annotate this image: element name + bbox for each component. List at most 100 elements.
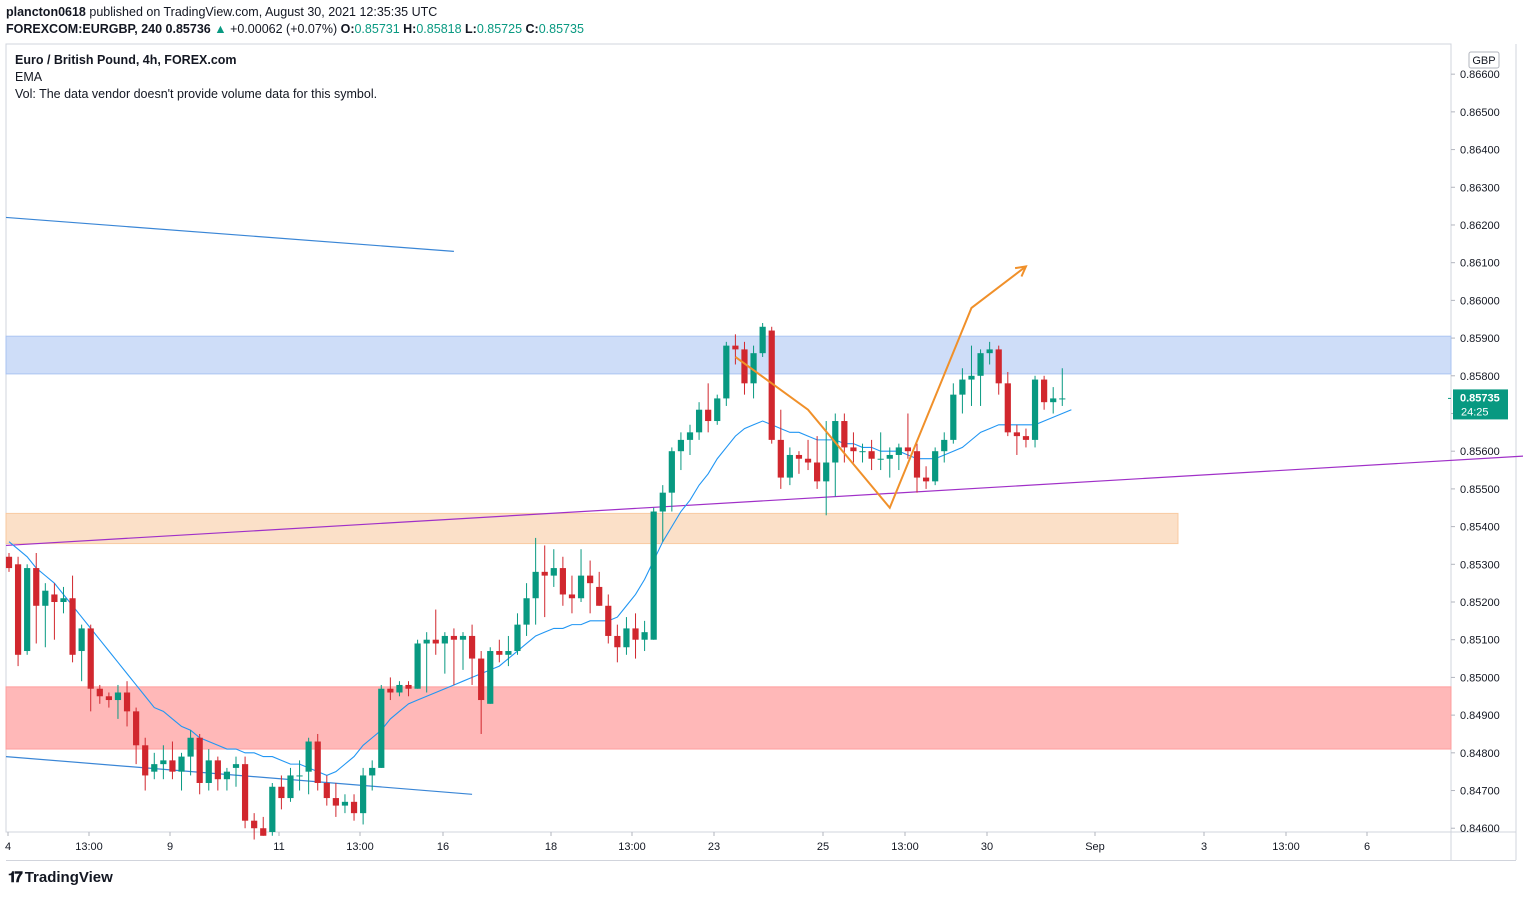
candle[interactable] — [804, 439, 812, 471]
candle[interactable] — [514, 613, 521, 655]
candle[interactable] — [96, 684, 103, 704]
candle[interactable] — [532, 537, 539, 625]
time-axis[interactable]: 4 13:00 9 11 13:00 16 18 13:00 23 25 13:00 30 Sep 3 13… — [5, 832, 1370, 853]
candle[interactable] — [160, 745, 167, 780]
tradingview-logo[interactable]: 𝟏𝟕 TradingView — [8, 869, 113, 886]
candle[interactable] — [296, 760, 303, 791]
legend-ema[interactable]: EMA — [15, 70, 43, 84]
candle[interactable] — [332, 782, 339, 817]
candle[interactable] — [1004, 372, 1011, 437]
candle[interactable] — [350, 794, 358, 821]
candle[interactable] — [695, 402, 703, 440]
candle[interactable] — [913, 443, 921, 493]
candle[interactable] — [478, 651, 485, 734]
zone-demand[interactable] — [5, 686, 1452, 750]
support-trend-line[interactable] — [5, 451, 1523, 547]
candle[interactable] — [750, 345, 757, 399]
candle[interactable] — [205, 749, 212, 791]
candle[interactable] — [904, 413, 912, 459]
candle[interactable] — [260, 816, 267, 836]
currency-badge[interactable] — [1468, 51, 1500, 69]
upper-trend-line[interactable] — [5, 216, 454, 252]
candle[interactable] — [977, 349, 984, 406]
candle[interactable] — [1031, 375, 1039, 448]
candle[interactable] — [441, 632, 448, 674]
candle[interactable] — [786, 447, 793, 486]
candle[interactable] — [541, 545, 548, 618]
candle[interactable] — [387, 677, 394, 701]
candle[interactable] — [668, 447, 675, 512]
candle[interactable] — [677, 432, 685, 471]
candle[interactable] — [568, 575, 576, 614]
candle[interactable] — [142, 737, 149, 791]
candle[interactable] — [968, 345, 975, 406]
candle[interactable] — [859, 443, 866, 463]
candle[interactable] — [323, 775, 330, 806]
candle[interactable] — [795, 451, 803, 474]
candle[interactable] — [196, 733, 203, 795]
candle[interactable] — [714, 394, 721, 425]
candle[interactable] — [241, 756, 249, 829]
candle[interactable] — [459, 632, 467, 670]
candle[interactable] — [232, 756, 240, 787]
candle[interactable] — [686, 424, 694, 455]
candle[interactable] — [487, 647, 494, 704]
candle[interactable] — [823, 421, 830, 516]
candle[interactable] — [705, 383, 712, 433]
candle[interactable] — [886, 447, 893, 478]
legend-volume[interactable]: Vol: The data vendor doesn't provide vol… — [15, 87, 378, 101]
candle[interactable] — [959, 368, 966, 414]
candle[interactable] — [24, 564, 31, 655]
candle[interactable] — [87, 624, 94, 712]
candle[interactable] — [1050, 387, 1057, 414]
candle[interactable] — [60, 586, 67, 614]
candle[interactable] — [369, 760, 376, 791]
candle[interactable] — [468, 624, 476, 685]
candle[interactable] — [105, 692, 112, 708]
candle[interactable] — [932, 447, 939, 486]
candle[interactable] — [596, 571, 603, 606]
candle[interactable] — [278, 775, 285, 810]
candle[interactable] — [759, 323, 766, 357]
candle[interactable] — [659, 485, 666, 542]
candle[interactable] — [78, 624, 85, 682]
candle[interactable] — [777, 409, 784, 489]
candle[interactable] — [450, 628, 458, 685]
candle[interactable] — [69, 575, 76, 663]
candle[interactable] — [223, 767, 231, 791]
candle[interactable] — [505, 635, 512, 667]
candle[interactable] — [623, 617, 630, 655]
candle[interactable] — [632, 613, 639, 659]
candle[interactable] — [741, 341, 748, 395]
candle[interactable] — [895, 443, 902, 471]
candle[interactable] — [950, 383, 957, 444]
candle[interactable] — [423, 632, 430, 693]
candle[interactable] — [577, 549, 585, 603]
candle[interactable] — [432, 609, 439, 655]
candle[interactable] — [305, 737, 312, 795]
price-axis[interactable]: 0.86600 0.86500 0.86400 0.86300 0.86200 0.861… — [1451, 69, 1500, 835]
candle[interactable] — [314, 733, 321, 791]
candle[interactable] — [378, 684, 385, 768]
candle[interactable] — [941, 432, 948, 463]
candle[interactable] — [169, 741, 176, 780]
candle[interactable] — [1013, 424, 1020, 455]
candle[interactable] — [33, 552, 40, 644]
candle[interactable] — [405, 681, 412, 697]
zone-support[interactable] — [5, 512, 1179, 545]
candle[interactable] — [251, 813, 258, 840]
candle[interactable] — [14, 556, 22, 667]
candle[interactable] — [641, 620, 648, 652]
candle[interactable] — [187, 730, 194, 776]
candle[interactable] — [1041, 375, 1048, 410]
candle[interactable] — [1059, 368, 1066, 406]
candle[interactable] — [587, 560, 594, 614]
candle[interactable] — [414, 639, 421, 689]
candle[interactable] — [650, 507, 657, 640]
candle[interactable] — [287, 767, 294, 802]
candle[interactable] — [341, 794, 349, 814]
candle[interactable] — [814, 436, 821, 489]
candle[interactable] — [986, 341, 993, 365]
candle[interactable] — [178, 752, 185, 791]
